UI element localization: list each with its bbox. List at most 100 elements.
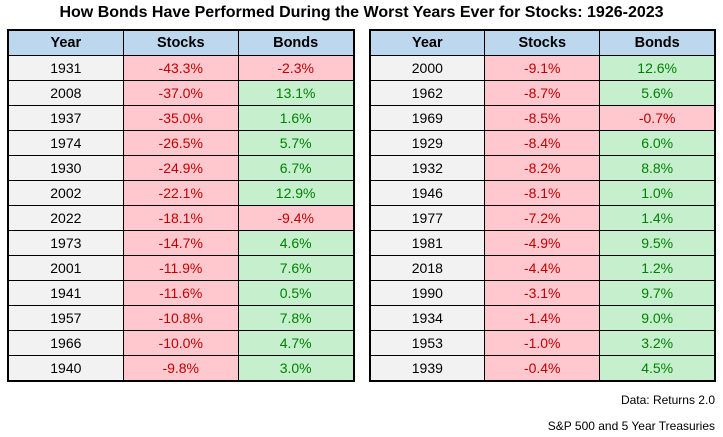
- table-row: 2001 -11.9% 7.6%: [7, 255, 355, 281]
- year-cell: 1929: [368, 130, 486, 156]
- table-row: 1941 -11.6% 0.5%: [7, 280, 355, 306]
- table-row: 1932 -8.2% 8.8%: [368, 155, 716, 181]
- year-cell: 2008: [7, 80, 124, 106]
- bonds-return-cell: 7.8%: [237, 305, 355, 331]
- year-cell: 2022: [7, 205, 124, 231]
- bonds-return-cell: 12.9%: [237, 180, 355, 206]
- column-header: Year: [368, 29, 486, 56]
- year-cell: 1946: [368, 180, 486, 206]
- table-row: 2000 -9.1% 12.6%: [368, 55, 716, 81]
- table-row: 1934 -1.4% 9.0%: [368, 305, 716, 331]
- year-cell: 2001: [7, 255, 124, 281]
- year-cell: 1937: [7, 105, 124, 131]
- table-row: 1937 -35.0% 1.6%: [7, 105, 355, 131]
- bonds-return-cell: -0.7%: [599, 105, 716, 131]
- bonds-return-cell: -9.4%: [237, 205, 355, 231]
- page-title: How Bonds Have Performed During the Wors…: [59, 4, 664, 21]
- bonds-return-cell: 4.5%: [599, 355, 716, 382]
- year-cell: 1934: [368, 305, 486, 331]
- table-row: 1953 -1.0% 3.2%: [368, 330, 716, 356]
- bonds-return-cell: 3.2%: [599, 330, 716, 356]
- year-cell: 1977: [368, 205, 486, 231]
- stocks-return-cell: -8.2%: [484, 155, 601, 181]
- table-row: 1962 -8.7% 5.6%: [368, 80, 716, 106]
- stocks-return-cell: -35.0%: [122, 105, 239, 131]
- year-cell: 1966: [7, 330, 124, 356]
- stocks-return-cell: -9.1%: [484, 55, 601, 81]
- stocks-return-cell: -37.0%: [122, 80, 239, 106]
- bonds-return-cell: 6.0%: [599, 130, 716, 156]
- data-note-text: S&P 500 and 5 Year Treasuries: [547, 419, 715, 433]
- year-cell: 1939: [368, 355, 486, 382]
- year-cell: 1932: [368, 155, 486, 181]
- year-cell: 1962: [368, 80, 486, 106]
- stocks-return-cell: -24.9%: [122, 155, 239, 181]
- stocks-return-cell: -7.2%: [484, 205, 601, 231]
- year-cell: 1941: [7, 280, 124, 306]
- year-cell: 1969: [368, 105, 486, 131]
- bonds-return-cell: 6.7%: [237, 155, 355, 181]
- bonds-return-cell: 1.4%: [599, 205, 716, 231]
- bonds-return-cell: 1.6%: [237, 105, 355, 131]
- table-row: 2018 -4.4% 1.2%: [368, 255, 716, 281]
- year-cell: 2002: [7, 180, 124, 206]
- table-row: 2022 -18.1% -9.4%: [7, 205, 355, 231]
- table-row: 1931 -43.3% -2.3%: [7, 55, 355, 81]
- table-row: 2008 -37.0% 13.1%: [7, 80, 355, 106]
- column-header: Bonds: [237, 29, 355, 56]
- bonds-return-cell: 12.6%: [599, 55, 716, 81]
- data-source-text: Data: Returns 2.0: [620, 393, 715, 407]
- header-row: Year Stocks Bonds: [7, 29, 355, 56]
- table-row: 1946 -8.1% 1.0%: [368, 180, 716, 206]
- bonds-return-cell: 4.6%: [237, 230, 355, 256]
- year-cell: 1973: [7, 230, 124, 256]
- stocks-return-cell: -4.4%: [484, 255, 601, 281]
- stocks-return-cell: -10.8%: [122, 305, 239, 331]
- bonds-return-cell: 4.7%: [237, 330, 355, 356]
- stocks-return-cell: -0.4%: [484, 355, 601, 382]
- column-header: Bonds: [599, 29, 716, 56]
- stocks-return-cell: -8.5%: [484, 105, 601, 131]
- table-row: 1990 -3.1% 9.7%: [368, 280, 716, 306]
- table-row: 1977 -7.2% 1.4%: [368, 205, 716, 231]
- year-cell: 1930: [7, 155, 124, 181]
- table-row: 1930 -24.9% 6.7%: [7, 155, 355, 181]
- stocks-return-cell: -1.4%: [484, 305, 601, 331]
- stocks-return-cell: -8.1%: [484, 180, 601, 206]
- bonds-return-cell: 7.6%: [237, 255, 355, 281]
- table-row: 1929 -8.4% 6.0%: [368, 130, 716, 156]
- table-row: 1981 -4.9% 9.5%: [368, 230, 716, 256]
- stocks-return-cell: -3.1%: [484, 280, 601, 306]
- stocks-return-cell: -43.3%: [122, 55, 239, 81]
- bonds-return-cell: 5.7%: [237, 130, 355, 156]
- stocks-return-cell: -18.1%: [122, 205, 239, 231]
- bonds-return-cell: 9.7%: [599, 280, 716, 306]
- bonds-return-cell: -2.3%: [237, 55, 355, 81]
- bonds-return-cell: 3.0%: [237, 355, 355, 382]
- table-row: 1966 -10.0% 4.7%: [7, 330, 355, 356]
- year-cell: 2000: [368, 55, 486, 81]
- year-cell: 1953: [368, 330, 486, 356]
- table-row: 1973 -14.7% 4.6%: [7, 230, 355, 256]
- bonds-return-cell: 9.5%: [599, 230, 716, 256]
- stocks-return-cell: -8.7%: [484, 80, 601, 106]
- stocks-return-cell: -11.6%: [122, 280, 239, 306]
- table-row: 1939 -0.4% 4.5%: [368, 355, 716, 382]
- tables-container: Year Stocks Bonds 1931 -43.3% -2.3% 2008 -37.0%…: [0, 22, 723, 382]
- stocks-return-cell: -11.9%: [122, 255, 239, 281]
- year-cell: 1990: [368, 280, 486, 306]
- header-row: Year Stocks Bonds: [368, 29, 716, 56]
- column-header: Year: [7, 29, 124, 56]
- bonds-return-cell: 1.0%: [599, 180, 716, 206]
- year-cell: 1981: [368, 230, 486, 256]
- worst-years-table-right: Year Stocks Bonds 2000 -9.1% 12.6% 1962 -8.7% 5.…: [368, 29, 716, 382]
- stocks-return-cell: -4.9%: [484, 230, 601, 256]
- stocks-return-cell: -10.0%: [122, 330, 239, 356]
- table-row: 1969 -8.5% -0.7%: [368, 105, 716, 131]
- table-row: 1940 -9.8% 3.0%: [7, 355, 355, 382]
- year-cell: 2018: [368, 255, 486, 281]
- year-cell: 1957: [7, 305, 124, 331]
- column-header: Stocks: [484, 29, 601, 56]
- table-row: 1957 -10.8% 7.8%: [7, 305, 355, 331]
